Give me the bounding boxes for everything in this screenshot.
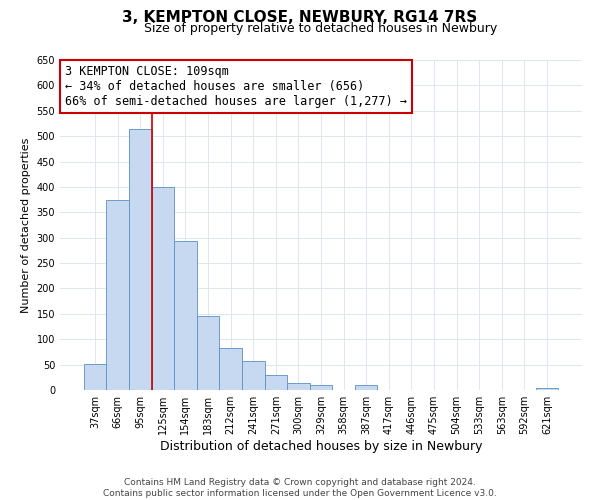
Text: 3 KEMPTON CLOSE: 109sqm
← 34% of detached houses are smaller (656)
66% of semi-d: 3 KEMPTON CLOSE: 109sqm ← 34% of detache… bbox=[65, 65, 407, 108]
Y-axis label: Number of detached properties: Number of detached properties bbox=[21, 138, 31, 312]
Bar bbox=[265, 375, 287, 390]
Bar bbox=[242, 361, 265, 390]
Bar bbox=[536, 388, 558, 390]
Bar bbox=[84, 364, 106, 390]
Bar bbox=[310, 385, 332, 390]
Bar bbox=[152, 187, 174, 390]
Bar bbox=[355, 385, 377, 390]
Text: Contains HM Land Registry data © Crown copyright and database right 2024.
Contai: Contains HM Land Registry data © Crown c… bbox=[103, 478, 497, 498]
Bar bbox=[106, 200, 129, 390]
Bar bbox=[174, 241, 197, 390]
Bar bbox=[287, 384, 310, 390]
X-axis label: Distribution of detached houses by size in Newbury: Distribution of detached houses by size … bbox=[160, 440, 482, 453]
Text: 3, KEMPTON CLOSE, NEWBURY, RG14 7RS: 3, KEMPTON CLOSE, NEWBURY, RG14 7RS bbox=[122, 10, 478, 25]
Bar bbox=[220, 348, 242, 390]
Bar bbox=[197, 316, 220, 390]
Title: Size of property relative to detached houses in Newbury: Size of property relative to detached ho… bbox=[145, 22, 497, 35]
Bar bbox=[129, 128, 152, 390]
